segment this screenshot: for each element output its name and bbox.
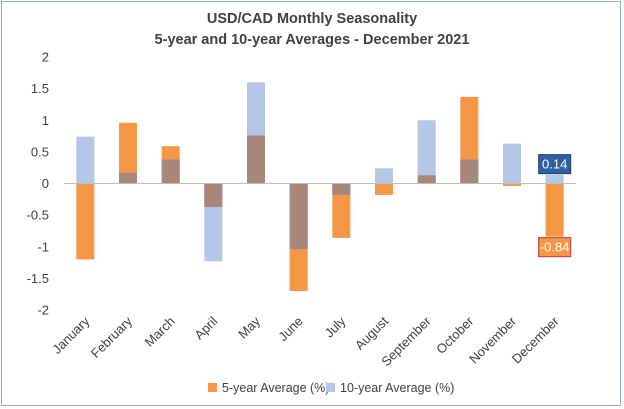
y-tick-label: -1.5 [27, 271, 49, 286]
x-tick-label: August [352, 313, 391, 352]
bar-5yr [375, 183, 393, 195]
x-tick-label: February [88, 313, 136, 361]
callout-label: -0.84 [540, 240, 570, 255]
y-tick-label: 0 [42, 176, 49, 191]
legend-swatch [326, 383, 335, 392]
bars [76, 82, 564, 292]
x-tick-label: March [142, 314, 178, 350]
annotations: 0.14 -0.84 [538, 154, 572, 258]
bar-5yr [332, 183, 351, 238]
y-tick-label: -2 [37, 303, 49, 318]
bar-overlap [332, 183, 351, 195]
x-tick-label: December [509, 313, 562, 366]
x-tick-label: April [191, 313, 220, 342]
bar-overlap [119, 172, 137, 184]
bar-10yr [503, 143, 521, 184]
x-tick-label: July [321, 313, 348, 340]
x-tick-label: June [275, 314, 306, 345]
bar-5yr [76, 183, 95, 260]
data-callout: 0.14 [538, 154, 572, 175]
bar-5yr [545, 183, 564, 237]
bar-overlap [289, 183, 308, 250]
callout-box [538, 237, 572, 258]
chart-title: USD/CAD Monthly Seasonality [207, 11, 417, 27]
data-callout: -0.84 [538, 237, 572, 258]
chart-subtitle: 5-year and 10-year Averages - December 2… [155, 32, 470, 48]
bar-overlap [247, 135, 265, 184]
legend-label: 10-year Average (%) [340, 381, 454, 395]
x-tick-label: October [433, 313, 477, 357]
callout-label: 0.14 [542, 157, 567, 172]
bar-overlap [161, 159, 180, 184]
x-tick-label: January [49, 313, 93, 357]
bar-5yr [503, 183, 521, 187]
callout-box [538, 154, 572, 175]
y-tick-label: -0.5 [27, 208, 49, 223]
y-tick-label: 2 [42, 50, 49, 65]
x-tick-label: May [235, 313, 263, 341]
legend-label: 5-year Average (%) [222, 381, 329, 395]
y-axis: 2 1.5 1 0.5 0 -0.5 -1 -1.5 -2 [27, 50, 49, 318]
bar-overlap [417, 175, 436, 184]
y-tick-label: -1 [37, 239, 49, 254]
bar-10yr [375, 168, 393, 184]
bar-10yr [417, 120, 436, 184]
bar-10yr [545, 174, 564, 184]
bar-overlap [204, 183, 223, 207]
y-tick-label: 0.5 [31, 144, 49, 159]
y-tick-label: 1 [42, 113, 49, 128]
bar-overlap [460, 159, 479, 184]
legend: 5-year Average (%) 10-year Average (%) [208, 381, 454, 395]
bar-5yr [119, 122, 137, 184]
bar-10yr [76, 136, 95, 184]
legend-swatch [208, 383, 217, 392]
y-tick-label: 1.5 [31, 81, 49, 96]
